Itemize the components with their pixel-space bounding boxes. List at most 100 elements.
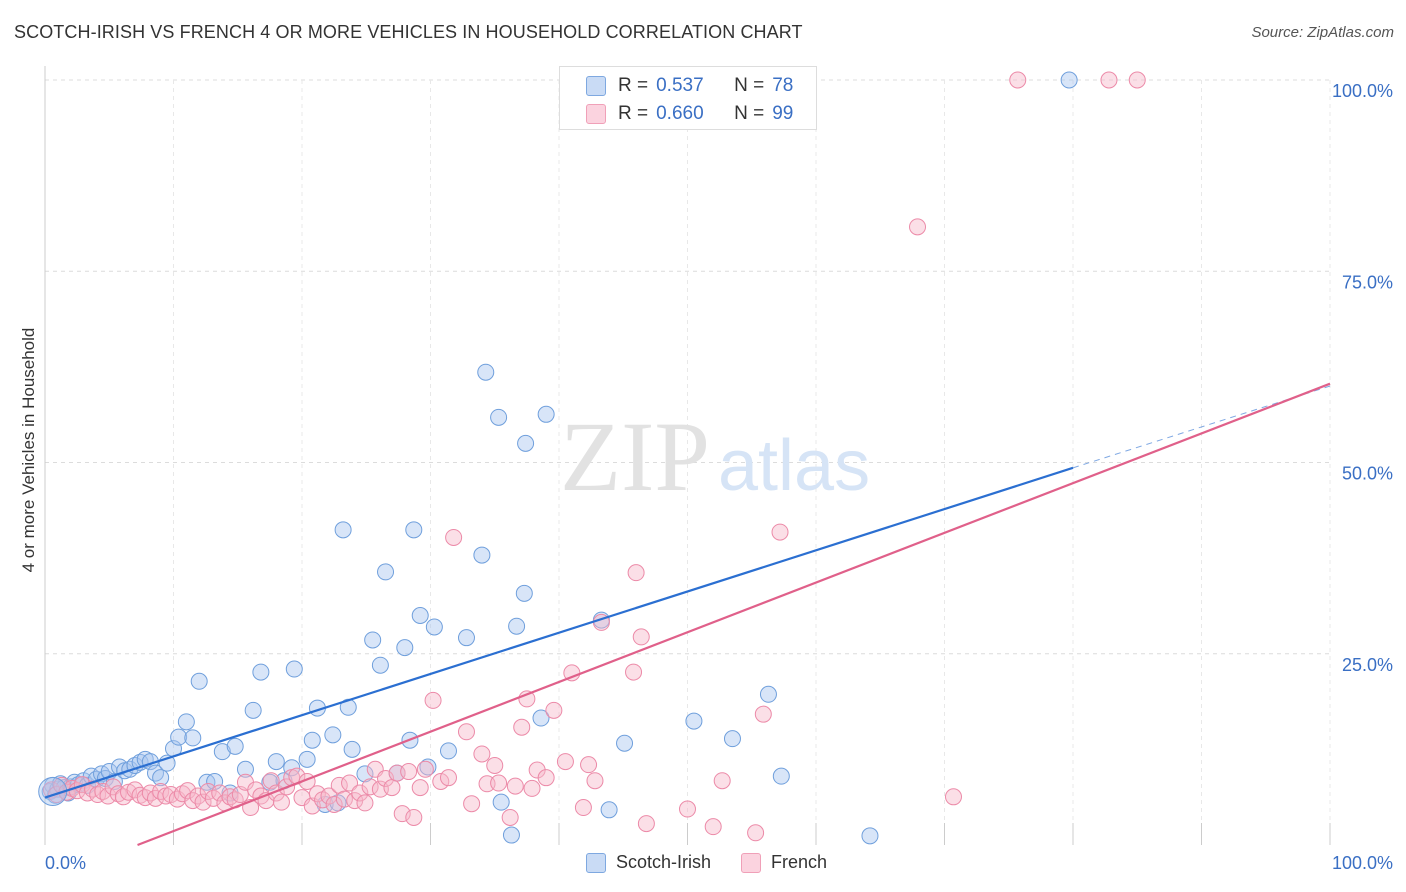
data-point-french [679,800,696,818]
watermark-zip: ZIP [560,401,710,512]
watermark-atlas: atlas [718,426,870,506]
r-label: R = [618,75,649,96]
data-point-scotch-irish [490,408,508,426]
n-value: 78 [772,75,794,96]
data-point-scotch-irish [324,726,342,744]
data-point-scotch-irish [283,759,301,777]
data-point-scotch-irish [405,521,423,539]
data-point-french [341,774,359,792]
n-label: N = [734,103,765,124]
data-point-scotch-irish [303,731,321,749]
data-point-french [400,763,418,781]
legend-swatch-french [586,104,606,124]
data-point-scotch-irish [334,521,352,539]
data-point-french [211,784,229,802]
data-point-scotch-irish [457,629,475,647]
x-tick-label: 100.0% [1332,853,1393,873]
chart-title: SCOTCH-IRISH VS FRENCH 4 OR MORE VEHICLE… [14,22,803,42]
data-point-french [545,701,563,719]
data-point-french [771,523,789,541]
data-point-scotch-irish [477,363,495,381]
data-point-french [944,788,962,806]
legend-swatch-french [741,852,762,873]
data-point-scotch-irish [252,663,270,681]
data-point-french [747,824,765,842]
trend-line-french [137,382,1331,847]
data-point-scotch-irish [425,618,443,636]
data-point-scotch-irish [356,765,374,783]
data-point-french [439,769,457,787]
data-point-scotch-irish [515,584,533,602]
data-point-french [909,218,927,236]
data-point-scotch-irish [190,672,208,690]
data-point-scotch-irish [213,743,231,761]
legend-label-scotch-irish: Scotch-Irish [616,852,712,872]
data-point-scotch-irish [723,730,741,748]
data-point-french [637,815,655,833]
data-point-french [463,795,481,813]
data-point-french [179,782,197,800]
data-point-french [411,779,429,797]
data-point-french [351,784,369,802]
data-point-scotch-irish [177,713,195,731]
legend-item-french[interactable]: French [741,852,827,873]
data-point-french [580,756,598,774]
data-point-scotch-irish [377,563,395,581]
data-point-french [486,756,504,774]
data-point-french [754,705,772,723]
y-tick-label: 50.0% [1342,464,1393,484]
data-point-french [221,788,239,806]
data-point-french [272,793,290,811]
data-point-scotch-irish [147,764,165,782]
legend-swatch-scotch-irish [586,852,606,873]
data-point-french [356,794,374,812]
data-point-french [1128,71,1146,89]
data-point-scotch-irish [411,607,429,624]
data-point-scotch-irish [772,767,790,785]
series-legend: Scotch-Irish French [586,852,827,873]
data-point-french [523,779,541,797]
data-point-scotch-irish [285,660,303,678]
trend-line-scotch-irish [44,466,1074,799]
data-point-scotch-irish [343,740,361,758]
data-point-french [713,772,731,790]
data-point-french [1100,71,1118,89]
n-label: N = [734,75,765,96]
data-point-french [99,787,117,805]
legend-label-french: French [771,852,828,872]
data-point-scotch-irish [396,639,414,657]
data-point-french [627,564,645,582]
data-point-scotch-irish [532,709,550,727]
y-tick-label: 100.0% [1332,81,1393,101]
data-point-french [194,793,212,811]
data-point-french [501,808,519,826]
data-point-scotch-irish [759,685,777,703]
data-point-french [405,808,423,826]
data-point-scotch-irish [537,405,555,423]
data-point-scotch-irish [508,617,526,635]
data-point-french [457,723,475,741]
x-tick-label: 0.0% [45,853,86,873]
data-point-scotch-irish [439,742,457,760]
y-tick-label: 75.0% [1342,272,1393,292]
data-point-french [84,780,102,798]
stats-legend-row-scotch-irish: R = 0.537 N = 78 [586,75,793,97]
data-point-scotch-irish [170,728,188,746]
data-point-scotch-irish [152,769,170,787]
data-point-french [1009,71,1027,89]
data-point-french [104,778,122,796]
data-point-french [432,773,450,791]
data-point-scotch-irish [517,434,535,452]
data-point-french [537,769,555,787]
data-point-french [325,795,343,813]
data-point-scotch-irish [1060,71,1078,89]
data-point-scotch-irish [685,712,703,730]
data-point-scotch-irish [226,737,244,755]
data-point-french [704,818,722,836]
stats-legend-row-french: R = 0.660 N = 99 [586,103,793,125]
legend-item-scotch-irish[interactable]: Scotch-Irish [586,852,711,873]
data-point-scotch-irish [492,793,510,811]
n-value: 99 [772,103,794,124]
data-point-scotch-irish [184,729,202,747]
r-value: 0.537 [656,75,704,96]
